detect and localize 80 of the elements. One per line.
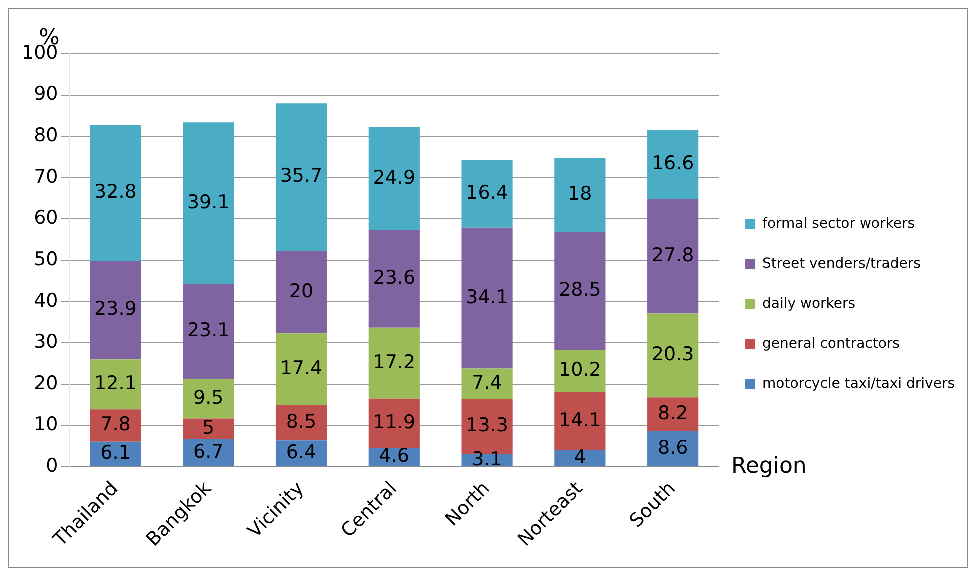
bar bbox=[554, 392, 606, 451]
legend-label: general contractors bbox=[762, 336, 900, 352]
data-label: 8.6 bbox=[658, 436, 688, 459]
data-label: 8.5 bbox=[286, 411, 317, 433]
bar bbox=[648, 198, 699, 314]
legend-label: daily workers bbox=[762, 296, 856, 312]
legend-label: Street venders/traders bbox=[762, 256, 921, 272]
data-label: 13.3 bbox=[466, 414, 508, 437]
data-label: 7.4 bbox=[472, 372, 502, 394]
data-label: 7.8 bbox=[100, 414, 131, 436]
y-tick-label: 60 bbox=[34, 207, 58, 230]
y-tick-label: 20 bbox=[34, 372, 58, 394]
legend-label: motorcycle taxi/taxi drivers bbox=[762, 376, 956, 392]
bar bbox=[90, 360, 142, 410]
data-label: 18 bbox=[568, 183, 592, 206]
bar bbox=[183, 122, 234, 284]
bar bbox=[648, 314, 699, 398]
legend-label: formal sector workers bbox=[762, 216, 915, 232]
y-tick-label: 80 bbox=[34, 124, 58, 147]
bar bbox=[183, 379, 234, 419]
data-label: 9.5 bbox=[194, 387, 224, 410]
bar bbox=[183, 284, 234, 380]
bar bbox=[90, 125, 142, 261]
y-tick-label: 30 bbox=[34, 331, 58, 354]
data-label: 6.1 bbox=[100, 442, 131, 464]
data-label: 24.9 bbox=[373, 166, 416, 189]
bar bbox=[276, 104, 328, 252]
bar bbox=[554, 232, 606, 350]
y-tick-label: 10 bbox=[34, 414, 58, 436]
data-label: 8.2 bbox=[658, 402, 688, 425]
data-label: 34.1 bbox=[466, 286, 508, 308]
bar bbox=[90, 410, 142, 442]
bar bbox=[368, 128, 420, 230]
data-label: 23.9 bbox=[94, 298, 137, 320]
bar bbox=[648, 432, 699, 467]
bar bbox=[90, 260, 142, 360]
y-tick-label: 90 bbox=[34, 83, 58, 106]
x-axis-title: Region bbox=[732, 454, 807, 479]
data-label: 20 bbox=[289, 280, 314, 302]
data-label: 6.7 bbox=[194, 440, 224, 463]
data-label: 16.4 bbox=[466, 182, 508, 204]
data-label: 12.1 bbox=[94, 372, 137, 395]
data-label: 5 bbox=[202, 416, 215, 439]
bar bbox=[554, 158, 606, 232]
bar bbox=[276, 406, 328, 441]
y-tick-label: 40 bbox=[34, 290, 58, 312]
data-label: 35.7 bbox=[280, 165, 323, 188]
data-label: 14.1 bbox=[559, 409, 602, 432]
data-label: 17.2 bbox=[373, 351, 416, 374]
bar bbox=[462, 228, 513, 369]
bar bbox=[648, 398, 699, 432]
data-label: 4.6 bbox=[379, 445, 410, 468]
data-label: 28.5 bbox=[559, 279, 602, 302]
bar bbox=[462, 160, 513, 228]
data-label: 23.6 bbox=[373, 267, 416, 290]
bar bbox=[368, 398, 420, 448]
data-label: 17.4 bbox=[280, 358, 323, 380]
bar bbox=[276, 334, 328, 406]
data-label: 23.1 bbox=[187, 320, 230, 342]
bar bbox=[648, 130, 699, 199]
bar bbox=[462, 368, 513, 400]
data-label: 27.8 bbox=[652, 244, 694, 266]
bar bbox=[368, 230, 420, 328]
bar bbox=[183, 418, 234, 440]
data-label: 11.9 bbox=[373, 411, 416, 434]
data-label: 6.4 bbox=[286, 442, 317, 464]
y-tick-label: 70 bbox=[34, 166, 58, 188]
data-label: 3.1 bbox=[472, 448, 502, 470]
bar bbox=[554, 350, 606, 392]
data-label: 32.8 bbox=[94, 181, 137, 204]
bar bbox=[368, 328, 420, 399]
y-tick-label: 50 bbox=[34, 248, 58, 270]
data-label: 20.3 bbox=[652, 344, 694, 366]
bar bbox=[276, 251, 328, 334]
data-label: 16.6 bbox=[652, 152, 694, 175]
y-tick-label: 0 bbox=[46, 454, 58, 477]
bar bbox=[554, 450, 606, 467]
data-label: 39.1 bbox=[187, 191, 230, 214]
data-label: 4 bbox=[574, 446, 586, 468]
data-label: 10.2 bbox=[559, 359, 602, 382]
